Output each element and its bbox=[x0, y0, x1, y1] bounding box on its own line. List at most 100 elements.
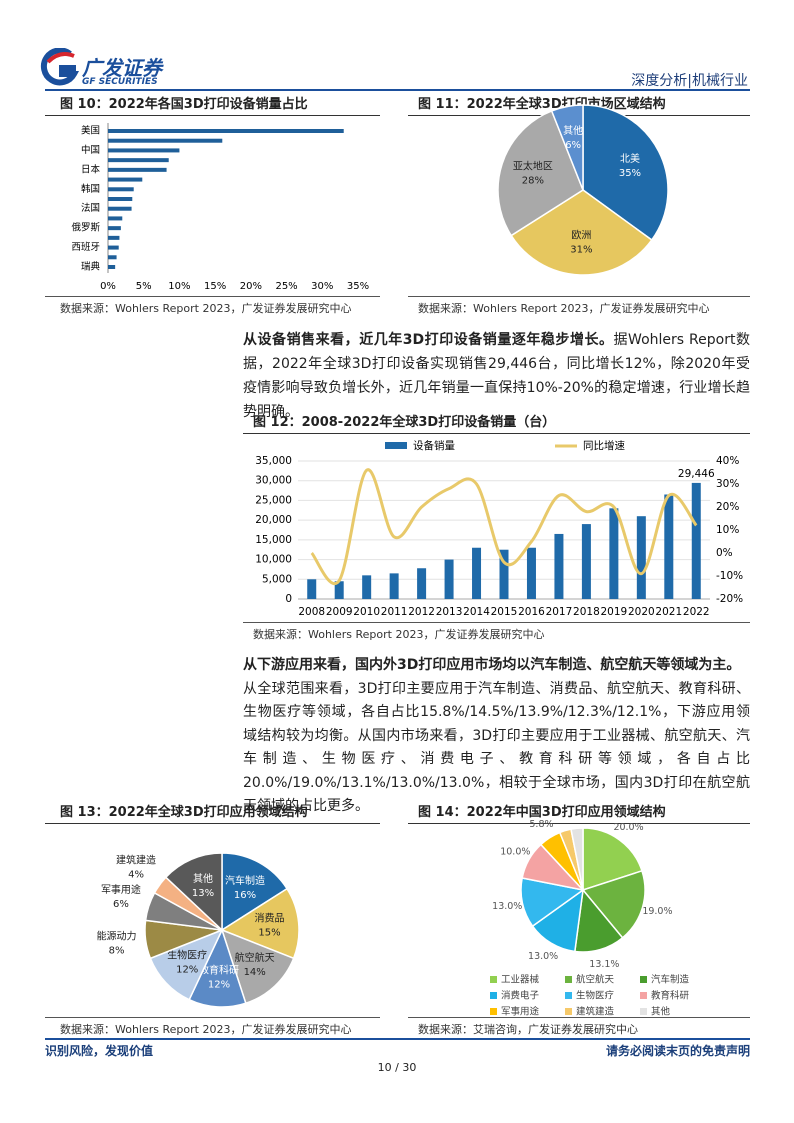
pie-slice bbox=[550, 104, 584, 191]
y-tick-label: 15,000 bbox=[255, 534, 292, 546]
line bbox=[310, 468, 698, 586]
data-label: 20.0% bbox=[613, 822, 643, 833]
bar bbox=[307, 579, 317, 599]
data-label: 13.0% bbox=[528, 951, 558, 962]
brand-en: GF SECURITIES bbox=[82, 77, 158, 87]
category-label: 北美 bbox=[620, 152, 640, 165]
x-tick-label: 2018 bbox=[573, 606, 600, 618]
y-tick-label: 法国 bbox=[81, 202, 100, 214]
logo-swoosh bbox=[46, 52, 75, 64]
bar bbox=[108, 245, 119, 250]
y-tick-label: 35,000 bbox=[255, 455, 292, 467]
y2-tick-label: 10% bbox=[716, 524, 739, 536]
legend-label: 生物医疗 bbox=[576, 990, 615, 1002]
data-label: 5.8% bbox=[529, 819, 553, 830]
y-tick-label: 25,000 bbox=[255, 494, 292, 506]
bar bbox=[444, 559, 454, 599]
legend-label: 军事用途 bbox=[501, 1006, 540, 1017]
pie-slice bbox=[497, 109, 584, 237]
y-tick-label: 日本 bbox=[81, 163, 101, 175]
legend-label: 其他 bbox=[651, 1006, 671, 1017]
paragraph-body: 从全球范围来看，3D打印主要应用于汽车制造、消费品、航空航天、教育科研、生物医疗… bbox=[243, 680, 750, 815]
y2-tick-label: 0% bbox=[716, 547, 733, 559]
bar bbox=[108, 187, 134, 192]
legend-label: 汽车制造 bbox=[651, 974, 690, 986]
bar bbox=[108, 226, 121, 231]
legend-marker bbox=[385, 442, 407, 449]
chart: 汽车制造16%消费品15%航空航天14%教育科研12%生物医疗12%能源动力8%… bbox=[97, 852, 300, 1008]
legend-label: 建筑建造 bbox=[576, 1006, 615, 1017]
logo bbox=[40, 48, 80, 86]
category-label: 消费品 bbox=[255, 912, 285, 925]
paragraph: 从设备销售来看，近几年3D打印设备销量逐年稳步增长。据Wohlers Repor… bbox=[243, 328, 750, 424]
data-label: 6% bbox=[565, 140, 581, 151]
paragraph-body: 据Wohlers Report数据，2022年全球3D打印设备实现销售29,44… bbox=[243, 332, 750, 420]
data-label: 16% bbox=[234, 890, 256, 901]
data-label: 12% bbox=[176, 965, 198, 976]
y-tick-label: 美国 bbox=[81, 125, 100, 137]
category-label: 航空航天 bbox=[235, 951, 275, 964]
y-tick-label: 5,000 bbox=[262, 573, 292, 585]
bar bbox=[108, 255, 117, 260]
legend-label: 航空航天 bbox=[576, 974, 615, 986]
x-tick-label: 2009 bbox=[326, 606, 353, 618]
x-tick-label: 15% bbox=[204, 281, 226, 292]
legend-marker bbox=[565, 1008, 572, 1015]
y2-tick-label: 40% bbox=[716, 455, 739, 467]
pie-slice bbox=[221, 852, 289, 932]
y-tick-label: 10,000 bbox=[255, 554, 292, 566]
data-label: 3.0% bbox=[549, 818, 573, 821]
x-tick-label: 2016 bbox=[518, 606, 545, 618]
legend-marker bbox=[640, 976, 647, 983]
data-label: 13.1% bbox=[589, 959, 619, 970]
y2-tick-label: -10% bbox=[716, 570, 743, 582]
data-label: 13.0% bbox=[492, 901, 522, 912]
chart: 20.0% 工业器械 19.0% 航空航天 13.1% 汽车制造 13.0% 消费电子 13.0… bbox=[490, 818, 690, 1017]
x-tick-label: 2012 bbox=[408, 606, 435, 618]
bar bbox=[526, 547, 536, 599]
x-tick-label: 2014 bbox=[463, 606, 490, 618]
category-label: 建筑建造 bbox=[116, 854, 156, 867]
x-tick-label: 2011 bbox=[381, 606, 408, 618]
bar bbox=[581, 524, 591, 599]
bar bbox=[636, 516, 646, 599]
footer-right: 请务必阅读末页的免责声明 bbox=[605, 1044, 750, 1058]
y-tick-label: 瑞典 bbox=[81, 261, 101, 273]
x-tick-label: 2022 bbox=[683, 606, 710, 618]
x-tick-label: 2015 bbox=[491, 606, 518, 618]
x-tick-label: 25% bbox=[275, 281, 297, 292]
legend-marker bbox=[490, 1008, 497, 1015]
x-tick-label: 2020 bbox=[628, 606, 655, 618]
chart: 0 5,000 10,000 15,000 20,000 25,000 30,000 35,0… bbox=[255, 439, 743, 618]
x-tick-label: 35% bbox=[347, 281, 369, 292]
figure-title: 图 10：2022年各国3D打印设备销量占比 bbox=[45, 93, 380, 116]
x-tick-label: 2013 bbox=[436, 606, 463, 618]
paragraph-lead: 从下游应用来看，国内外3D打印应用市场均以汽车制造、航空航天等领域为主。 bbox=[243, 657, 741, 673]
pie-slice bbox=[581, 869, 646, 939]
x-tick-label: 2017 bbox=[546, 606, 573, 618]
category-label: 汽车制造 bbox=[225, 874, 265, 887]
data-label: 29,446 bbox=[678, 468, 715, 480]
x-tick-label: 2021 bbox=[655, 606, 682, 618]
bar bbox=[554, 533, 564, 599]
y-tick-label: 中国 bbox=[81, 144, 100, 156]
data-label: 4% bbox=[128, 870, 144, 881]
bar bbox=[108, 235, 120, 240]
figure-source: 数据来源：Wohlers Report 2023，广发证券发展研究中心 bbox=[408, 296, 750, 316]
category-label: 能源动力 bbox=[97, 929, 137, 942]
section-label: 深度分析|机械行业 bbox=[631, 73, 748, 89]
bar bbox=[108, 158, 169, 163]
figure-title: 图 13：2022年全球3D打印应用领域结构 bbox=[45, 801, 380, 824]
category-label: 教育科研 bbox=[199, 964, 239, 977]
figure-source: 数据来源：艾瑞咨询，广发证券发展研究中心 bbox=[408, 1017, 750, 1037]
pie-slice bbox=[510, 189, 653, 276]
figure-title: 图 12：2008-2022年全球3D打印设备销量（台） bbox=[243, 411, 750, 434]
bar bbox=[108, 148, 180, 153]
bar bbox=[609, 508, 619, 599]
data-label: 15% bbox=[258, 928, 280, 939]
x-tick-label: 2019 bbox=[600, 606, 627, 618]
category-label: 亚太地区 bbox=[513, 160, 553, 173]
bar bbox=[108, 216, 123, 221]
legend-marker bbox=[565, 976, 572, 983]
x-tick-label: 30% bbox=[311, 281, 333, 292]
